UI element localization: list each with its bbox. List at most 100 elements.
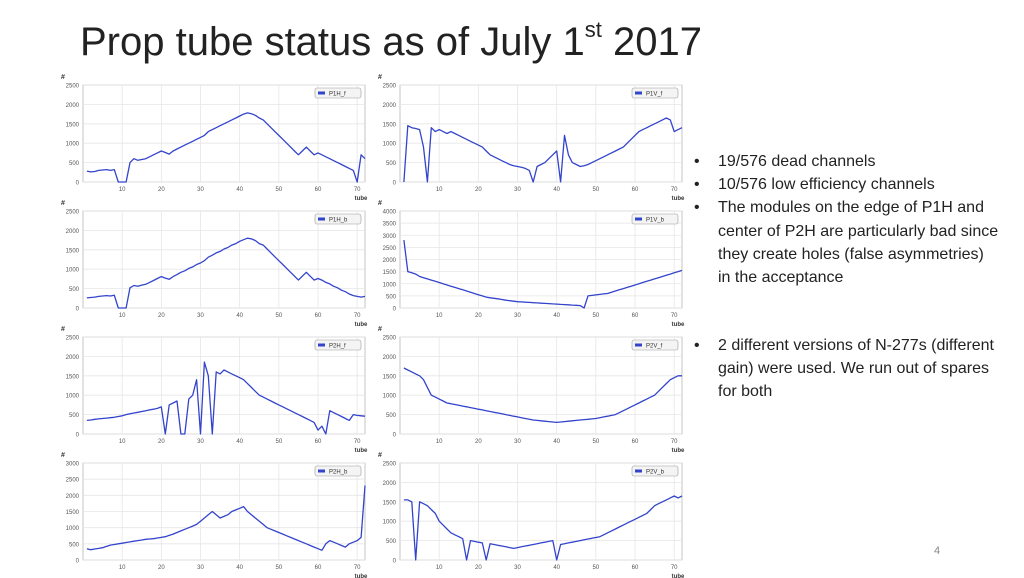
legend-swatch (635, 469, 642, 473)
x-tick-label: 50 (592, 187, 599, 193)
y-tick-label: 2000 (383, 481, 397, 487)
x-tick-label: 10 (436, 187, 443, 193)
series-line (403, 240, 683, 309)
y-tick-label: 2000 (66, 229, 80, 235)
bullet-item: • The modules on the edge of P1H and cent… (690, 196, 1000, 289)
y-tick-label: 1000 (66, 394, 80, 400)
x-tick-label: 70 (354, 313, 361, 319)
x-tick-label: 50 (275, 439, 282, 445)
y-tick-label: 2500 (383, 84, 397, 90)
x-tick-label: 70 (354, 565, 361, 571)
x-tick-label: 60 (315, 313, 322, 319)
x-tick-label: 10 (436, 565, 443, 571)
legend-swatch (318, 91, 325, 95)
series-line (403, 495, 683, 561)
y-tick-label: 2500 (66, 84, 80, 90)
y-tick-label: 500 (386, 413, 397, 419)
y-tick-label: 2500 (383, 246, 397, 252)
y-tick-label: 2500 (66, 210, 80, 216)
y-tick-label: 1500 (383, 122, 397, 128)
y-tick-label: 1000 (383, 394, 397, 400)
legend: P1V_f (631, 87, 679, 99)
y-axis-label: # (61, 200, 65, 207)
x-tick-label: 40 (236, 439, 243, 445)
bullet-list-top: • 19/576 dead channels • 10/576 low effici… (690, 150, 1000, 289)
title-main: Prop tube status as of July 1 (80, 20, 585, 64)
chart-svg: 0 500 1000 1500 2000 2500 10 20 30 40 50 60 70 # tube P… (378, 452, 685, 578)
x-tick-label: 30 (514, 313, 521, 319)
y-tick-label: 2500 (383, 336, 397, 342)
x-tick-label: 60 (632, 565, 639, 571)
y-tick-label: 500 (69, 287, 80, 293)
legend-label: P1H_b (329, 218, 348, 224)
y-tick-label: 0 (76, 559, 80, 565)
chart-svg: 0 500 1000 1500 2000 2500 3000 3500 4000 10 20 30 40… (378, 200, 685, 328)
y-tick-label: 2000 (383, 355, 397, 361)
y-tick-label: 1500 (66, 248, 80, 254)
plot-area (399, 336, 683, 435)
x-tick-label: 50 (275, 565, 282, 571)
chart-p1h-b: 0 500 1000 1500 2000 2500 10 20 30 40 50 60 70 # tube P… (45, 200, 368, 328)
x-tick-label: 20 (158, 313, 165, 319)
bullet-icon: • (694, 176, 700, 194)
y-tick-label: 1500 (383, 374, 397, 380)
x-tick-label: 10 (119, 439, 126, 445)
x-tick-label: 20 (475, 187, 482, 193)
x-tick-label: 10 (436, 313, 443, 319)
chart-p2v-b: 0 500 1000 1500 2000 2500 10 20 30 40 50 60 70 # tube P… (362, 452, 685, 578)
legend-label: P1H_f (329, 92, 346, 98)
y-tick-label: 4000 (383, 210, 397, 216)
x-tick-label: 60 (632, 313, 639, 319)
legend: P1H_f (314, 87, 362, 99)
x-tick-label: 70 (354, 187, 361, 193)
series-line (86, 485, 366, 551)
chart-p2v-f: 0 500 1000 1500 2000 2500 10 20 30 40 50 60 70 # tube P… (362, 326, 685, 454)
legend-box (314, 87, 362, 99)
y-tick-label: 0 (393, 559, 397, 565)
x-tick-label: 30 (514, 187, 521, 193)
y-tick-label: 500 (386, 539, 397, 545)
series-line (403, 117, 683, 183)
x-tick-label: 20 (158, 187, 165, 193)
legend-label: P2H_b (329, 470, 348, 476)
y-tick-label: 1000 (66, 526, 80, 532)
x-tick-label: 50 (592, 439, 599, 445)
bullet-item: • 19/576 dead channels (690, 150, 1000, 173)
y-tick-label: 2000 (66, 355, 80, 361)
chart-svg: 0 500 1000 1500 2000 2500 10 20 30 40 50 60 70 # tube P… (61, 326, 368, 454)
chart-p1h-f: 0 500 1000 1500 2000 2500 10 20 30 40 50 60 70 # tube P… (45, 74, 368, 202)
slide-title: Prop tube status as of July 1st 2017 (80, 19, 702, 65)
y-tick-label: 0 (76, 181, 80, 187)
series-line (86, 237, 366, 309)
legend-label: P2V_f (646, 344, 663, 350)
y-tick-label: 2000 (383, 258, 397, 264)
x-tick-label: 50 (592, 313, 599, 319)
legend-box (631, 87, 679, 99)
y-tick-label: 500 (386, 294, 397, 300)
title-year: 2017 (601, 20, 702, 64)
legend: P2H_f (314, 339, 362, 351)
legend-box (314, 339, 362, 351)
legend-swatch (635, 217, 642, 221)
y-tick-label: 2500 (66, 336, 80, 342)
chart-svg: 0 500 1000 1500 2000 2500 10 20 30 40 50 60 70 # tube P… (61, 200, 368, 328)
x-axis-label: tube (672, 322, 685, 328)
y-tick-label: 0 (76, 307, 80, 313)
chart-p2h-b: 0 500 1000 1500 2000 2500 3000 10 20 30 40 50 60 70 # t… (45, 452, 368, 578)
chart-svg: 0 500 1000 1500 2000 2500 10 20 30 40 50 60 70 # tube P… (61, 74, 368, 202)
x-axis-label: tube (355, 322, 368, 328)
x-tick-label: 40 (553, 313, 560, 319)
legend-swatch (635, 343, 642, 347)
y-tick-label: 3500 (383, 222, 397, 228)
y-tick-label: 1500 (383, 270, 397, 276)
plot-area (82, 84, 366, 183)
legend-box (631, 339, 679, 351)
y-tick-label: 1500 (66, 510, 80, 516)
x-axis-label: tube (672, 196, 685, 202)
x-tick-label: 50 (275, 313, 282, 319)
x-tick-label: 30 (197, 313, 204, 319)
plot-area (399, 84, 683, 183)
bullet-icon: • (694, 199, 700, 217)
x-tick-label: 70 (671, 187, 678, 193)
